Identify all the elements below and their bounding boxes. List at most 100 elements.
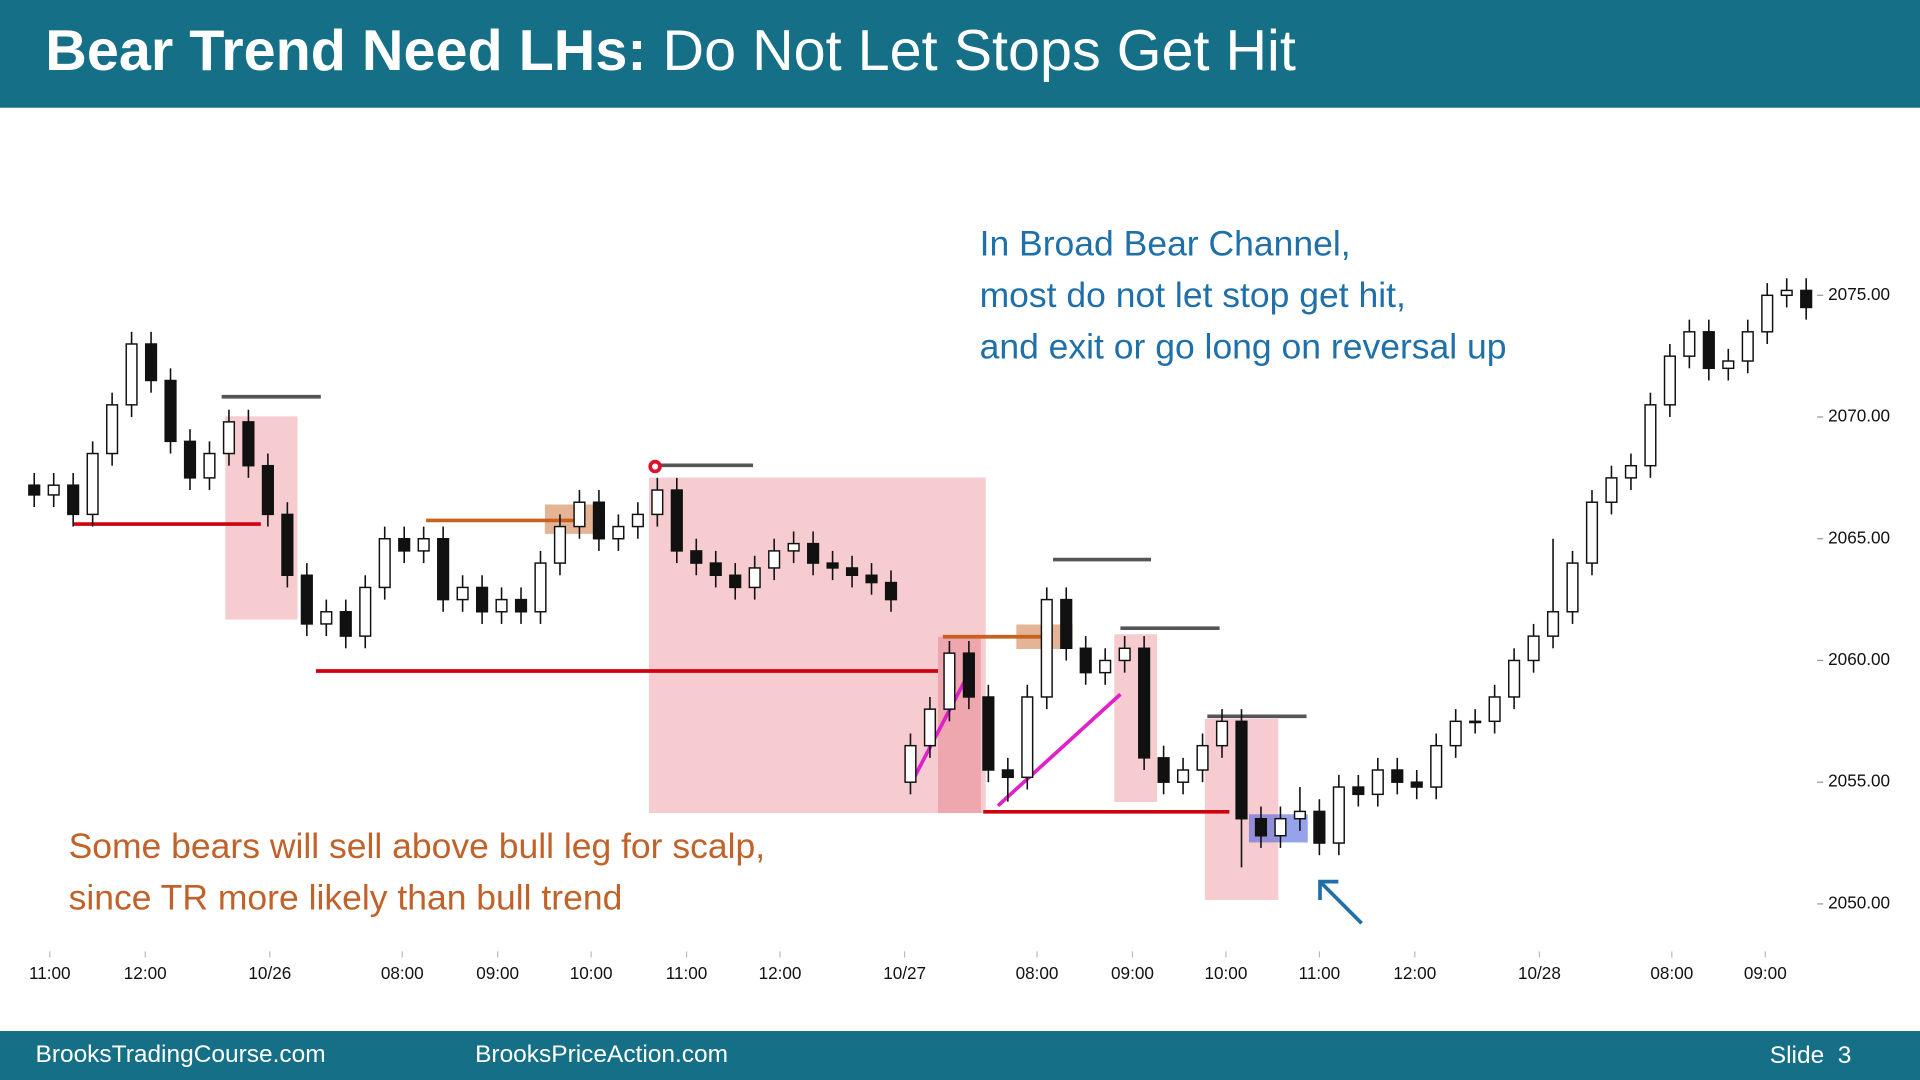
x-tick-label: 12:00 <box>1393 963 1436 983</box>
candle-body <box>962 652 975 698</box>
footer-link: BrooksTradingCourse.com <box>36 1041 326 1068</box>
candle-body <box>1391 769 1404 783</box>
candle-body <box>1702 331 1715 370</box>
candle-body <box>1410 781 1423 788</box>
candle-body <box>534 562 547 613</box>
candle-body <box>1449 720 1462 747</box>
candle-body <box>320 611 333 625</box>
header-bar <box>0 0 1920 108</box>
candle-body <box>729 574 742 589</box>
candle-body <box>28 484 41 496</box>
candle-body <box>106 404 119 455</box>
candle-body <box>573 501 586 528</box>
x-tick-label: 12:00 <box>124 963 167 983</box>
candle-body <box>378 538 391 589</box>
marker-dot <box>648 459 662 474</box>
x-tick-label: 08:00 <box>1650 963 1693 983</box>
candle-body <box>1118 647 1131 662</box>
candle-body <box>1352 786 1365 796</box>
candle-body <box>1176 769 1190 783</box>
candle-body <box>670 489 683 552</box>
x-tick-label: 09:00 <box>476 963 519 983</box>
candle-body <box>1040 598 1053 698</box>
candle-body <box>1585 501 1599 564</box>
candle-body <box>398 538 411 552</box>
candle-body <box>1683 331 1696 357</box>
candle-body <box>1274 817 1287 837</box>
candle-body <box>1605 477 1618 503</box>
candle-body <box>1021 696 1034 779</box>
candle-body <box>1780 289 1793 297</box>
candle-body <box>768 550 781 569</box>
candle-body <box>1761 294 1774 333</box>
x-tick-label: 10:00 <box>1204 963 1247 983</box>
x-tick-label: 11:00 <box>1299 963 1341 983</box>
candle-body <box>592 501 606 540</box>
bull-legs <box>910 675 1122 808</box>
candle-body <box>222 421 236 455</box>
candle-body <box>1566 562 1579 613</box>
candle-body <box>67 484 80 516</box>
orange-lines <box>426 518 1041 639</box>
candle-body <box>612 525 625 540</box>
candle-body <box>1079 647 1092 674</box>
footer-link: BrooksPriceAction.com <box>475 1041 728 1068</box>
candle-body <box>1371 769 1384 796</box>
annotation: In Broad Bear Channel, <box>980 223 1351 263</box>
candle-body <box>125 343 138 406</box>
candle-body <box>164 379 177 443</box>
x-tick-label: 10/28 <box>1518 963 1561 983</box>
candle-body <box>982 696 995 771</box>
candle-body <box>923 708 937 747</box>
candle-body <box>261 464 274 516</box>
x-tick-label: 11:00 <box>29 963 71 983</box>
red-lines <box>73 522 1230 814</box>
candle-body <box>1001 769 1014 779</box>
gray-lines <box>221 394 1307 719</box>
candle-body <box>144 343 158 382</box>
arrow <box>1318 879 1363 925</box>
candle-body <box>884 581 898 601</box>
candle-body <box>1488 696 1501 723</box>
annotation: Some bears will sell above bull leg for … <box>69 826 766 866</box>
candle-body <box>787 542 800 552</box>
candle-body <box>943 652 956 710</box>
bull-leg <box>910 675 969 783</box>
candle-body <box>514 598 528 613</box>
candle-body <box>242 421 255 467</box>
candle-body <box>300 574 313 625</box>
candle-body <box>1527 635 1540 662</box>
x-tick-label: 08:00 <box>381 963 424 983</box>
arrow-head <box>1318 879 1339 900</box>
candle-body <box>339 611 352 637</box>
candle-body <box>495 598 508 613</box>
footer-bar <box>0 1031 1920 1080</box>
annotation: most do not let stop get hit, <box>980 275 1406 315</box>
annotation: and exit or go long on reversal up <box>980 326 1507 366</box>
x-tick-label: 11:00 <box>666 963 708 983</box>
candle-body <box>281 513 294 576</box>
candle-body <box>709 562 722 576</box>
candle-body <box>203 452 216 479</box>
candle-body <box>631 513 644 528</box>
highlight-box <box>648 477 986 814</box>
candlestick-chart: 2050.00 2055.00 2060.00 2065.00 2070.00 2075.… <box>28 278 1890 983</box>
candle-body <box>748 567 761 589</box>
candle-body <box>1624 464 1638 479</box>
candle-body <box>1508 659 1521 698</box>
x-tick-label: 09:00 <box>1111 963 1154 983</box>
x-tick-label: 08:00 <box>1016 963 1059 983</box>
candle-body <box>1235 720 1248 820</box>
y-tick-label: 2055.00 <box>1828 771 1890 791</box>
candle-body <box>1138 647 1151 759</box>
candle-body <box>1800 289 1813 309</box>
candle-body <box>417 538 430 552</box>
candle-body <box>1644 404 1657 467</box>
x-tick-label: 12:00 <box>759 963 802 983</box>
candle-body <box>1469 720 1482 724</box>
candle-body <box>865 574 878 584</box>
candle-body <box>1099 659 1112 674</box>
x-tick-label: 10:00 <box>570 963 613 983</box>
candle-body <box>553 525 567 564</box>
